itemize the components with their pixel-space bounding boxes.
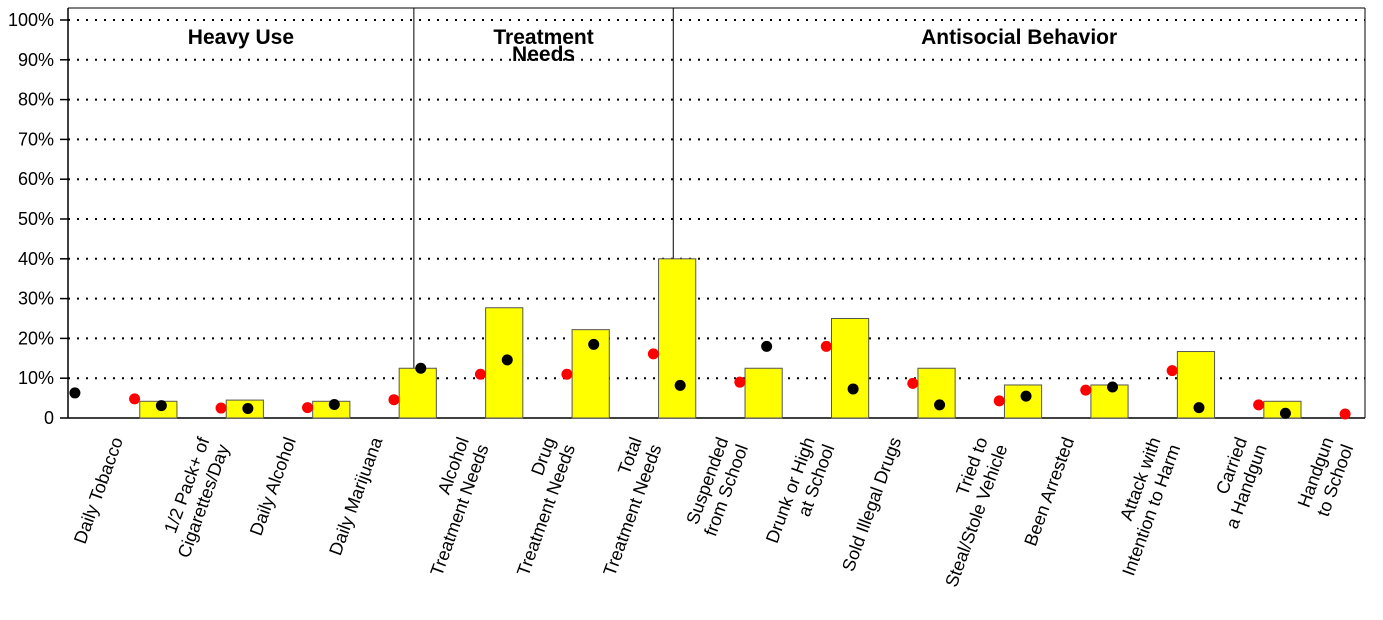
y-tick-label: 60% [18, 169, 54, 189]
dot [820, 340, 832, 352]
x-tick-label-line: Daily Tobacco [70, 435, 127, 547]
y-tick-label: 30% [18, 289, 54, 309]
bar [744, 367, 783, 419]
dot [215, 402, 227, 414]
dot [647, 348, 659, 360]
dot [1253, 399, 1265, 411]
x-tick-label: Daily Tobacco [70, 435, 127, 547]
x-tick-label: TotalTreatment Needs [580, 435, 666, 579]
dot [993, 395, 1005, 407]
dot [1279, 407, 1291, 419]
dot [302, 402, 314, 414]
y-tick-label: 50% [18, 209, 54, 229]
dot [934, 399, 946, 411]
x-tick-label-line: Daily Marijuana [325, 434, 387, 558]
group-label-line: Antisocial Behavior [921, 26, 1117, 49]
y-tick-label: 70% [18, 129, 54, 149]
dot [328, 398, 340, 410]
bar [398, 367, 437, 419]
y-tick-label: 100% [8, 10, 54, 30]
dot [761, 340, 773, 352]
x-tick-label: Been Arrested [1020, 435, 1078, 549]
x-tick-label: Sold Illegal Drugs [838, 435, 905, 574]
dot [1107, 381, 1119, 393]
x-tick-label-line: Daily Alcohol [246, 435, 300, 539]
dot [734, 376, 746, 388]
dot [588, 338, 600, 350]
bar [1003, 384, 1043, 419]
x-tick-label: Drunk or Highat School [762, 435, 839, 553]
x-tick-label: AlcoholTreatment Needs [407, 435, 493, 579]
group-label-line: Needs [512, 43, 575, 66]
y-tick-label: 40% [18, 249, 54, 269]
dot [155, 400, 167, 412]
dot [847, 383, 859, 395]
dot [1080, 384, 1092, 396]
bar [917, 367, 956, 419]
dot [388, 394, 400, 406]
x-tick-label: Attack withIntention to Harm [1099, 435, 1185, 579]
dot [1020, 390, 1032, 402]
dot [674, 379, 686, 391]
y-tick-label: 90% [18, 50, 54, 70]
dot [907, 377, 919, 389]
dot [1193, 402, 1205, 414]
dot [1339, 408, 1351, 420]
group-label: Heavy Use [188, 26, 294, 49]
x-tick-label-line: Been Arrested [1020, 435, 1078, 549]
x-tick-label: Suspendedfrom School [681, 435, 752, 539]
y-tick-label: 20% [18, 328, 54, 348]
dot [415, 362, 427, 374]
group-label: Treatment Needs [493, 26, 593, 66]
x-tick-label: DrugTreatment Needs [493, 435, 579, 579]
dot [561, 368, 573, 380]
dot [1166, 365, 1178, 377]
dot [501, 354, 513, 366]
dot [69, 387, 81, 399]
x-tick-label: Daily Alcohol [246, 435, 300, 539]
bar [571, 329, 610, 419]
dot [474, 368, 486, 380]
x-tick-label: Handgunto School [1293, 435, 1357, 520]
group-label-line: Treatment [493, 26, 593, 49]
bar [831, 318, 870, 419]
dot [129, 393, 141, 405]
x-tick-label: Tried toSteal/Stole Vehicle [922, 435, 1012, 590]
group-label-line: Heavy Use [188, 26, 294, 49]
x-tick-label: 1/2 Pack+ ofCigarettes/Day [154, 434, 234, 561]
dot [242, 402, 254, 414]
x-tick-label-line: Sold Illegal Drugs [838, 435, 905, 574]
x-tick-label: Carrieda Handgun [1202, 435, 1271, 532]
x-tick-label: Daily Marijuana [325, 434, 387, 558]
y-tick-label: 0 [44, 408, 54, 428]
y-tick-label: 80% [18, 90, 54, 110]
group-label: Antisocial Behavior [921, 26, 1117, 49]
y-tick-label: 10% [18, 368, 54, 388]
bar [658, 258, 697, 419]
